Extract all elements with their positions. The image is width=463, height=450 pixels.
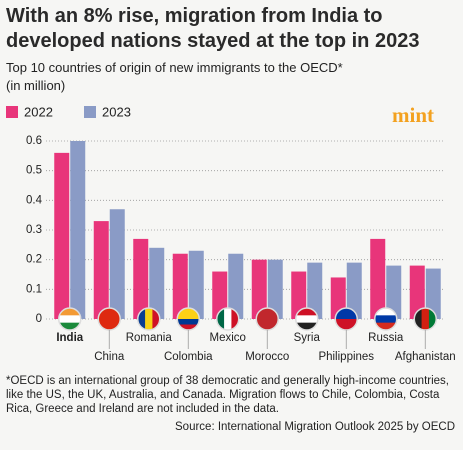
- bar: [267, 259, 283, 319]
- flag-stripe: [152, 308, 160, 330]
- flag-stripe: [177, 313, 200, 320]
- logo: mint: [392, 103, 434, 127]
- bar: [188, 250, 204, 319]
- flag-stripe: [428, 308, 437, 330]
- bar: [425, 268, 441, 319]
- flag: [58, 308, 81, 330]
- flag-border: [58, 307, 82, 331]
- flag-stripe: [177, 324, 200, 330]
- flag: [256, 308, 279, 330]
- flag-stripe: [335, 308, 358, 320]
- bar: [70, 141, 86, 319]
- bar: [228, 253, 244, 319]
- y-tick-label: 0.2: [26, 254, 42, 266]
- flag-border: [374, 307, 398, 331]
- footnote: *OECD is an international group of 38 de…: [6, 375, 449, 415]
- subtitle: Top 10 countries of origin of new immigr…: [6, 60, 343, 75]
- legend-label: 2023: [102, 104, 131, 119]
- legend-label: 2022: [24, 104, 53, 119]
- x-tick-label: China: [94, 351, 125, 363]
- bar: [386, 265, 402, 319]
- unit-label: (in million): [6, 78, 66, 93]
- y-tick-label: 0.6: [26, 135, 42, 147]
- x-tick-label: Morocco: [245, 351, 289, 363]
- flag-stripe: [98, 308, 121, 330]
- bar: [212, 271, 228, 319]
- flag: [374, 308, 397, 330]
- flag-stripe: [58, 322, 81, 330]
- flag: [414, 308, 437, 330]
- flag-stripe: [216, 308, 225, 330]
- flag-border: [216, 307, 240, 331]
- y-tick-label: 0.5: [26, 165, 42, 177]
- x-tick-label: Russia: [368, 332, 404, 344]
- bar: [172, 253, 188, 319]
- bar: [291, 271, 307, 319]
- bar: [346, 262, 362, 319]
- flag-stripe: [256, 308, 279, 330]
- legend-swatch: [84, 106, 96, 118]
- flag-stripe: [58, 308, 81, 316]
- flag-stripe: [414, 308, 423, 330]
- x-tick-label: Philippines: [318, 351, 374, 363]
- flag-stripe: [374, 322, 397, 330]
- flag-stripe: [137, 308, 146, 330]
- flag: [177, 308, 200, 330]
- x-tick-label: Colombia: [164, 351, 213, 363]
- x-tick-label: Afghanistan: [395, 351, 456, 363]
- flag-stripe: [145, 308, 153, 330]
- flag-stripe: [58, 315, 81, 324]
- bar: [54, 152, 70, 319]
- bar: [307, 262, 323, 319]
- flag-border: [137, 307, 161, 331]
- flag: [216, 308, 239, 330]
- bar: [409, 265, 425, 319]
- chart-title: With an 8% rise, migration from India to…: [6, 5, 420, 52]
- flag-stripe: [374, 308, 397, 316]
- bar: [109, 209, 125, 319]
- flag-stripe: [295, 322, 318, 330]
- x-tick-label: Syria: [294, 332, 321, 344]
- bar: [370, 238, 386, 319]
- flag: [295, 308, 318, 330]
- flag: [98, 308, 121, 330]
- flag: [137, 308, 160, 330]
- x-tick-label: India: [56, 332, 83, 344]
- flag-stripe: [335, 319, 358, 330]
- flag-stripe: [224, 308, 232, 330]
- x-tick-label: Mexico: [210, 332, 246, 344]
- flag-stripe: [231, 308, 239, 330]
- flag-stripe: [177, 319, 200, 325]
- y-tick-label: 0.1: [26, 283, 42, 295]
- flag: [335, 308, 358, 330]
- y-tick-label: 0: [36, 313, 42, 325]
- bar: [149, 247, 165, 319]
- source: Source: International Migration Outlook …: [175, 421, 455, 433]
- flag-stripe: [374, 315, 397, 324]
- flag-stripe: [295, 315, 318, 324]
- bar: [93, 221, 109, 319]
- flag-stripe: [421, 308, 430, 330]
- x-tick-label: Romania: [126, 332, 173, 344]
- legend-swatch: [6, 106, 18, 118]
- flag-border: [295, 307, 319, 331]
- bar: [133, 238, 149, 319]
- flag-stripe: [295, 308, 318, 316]
- y-tick-label: 0.3: [26, 224, 42, 236]
- flag-stripe: [177, 308, 200, 314]
- bar: [251, 259, 267, 319]
- y-tick-label: 0.4: [26, 194, 43, 206]
